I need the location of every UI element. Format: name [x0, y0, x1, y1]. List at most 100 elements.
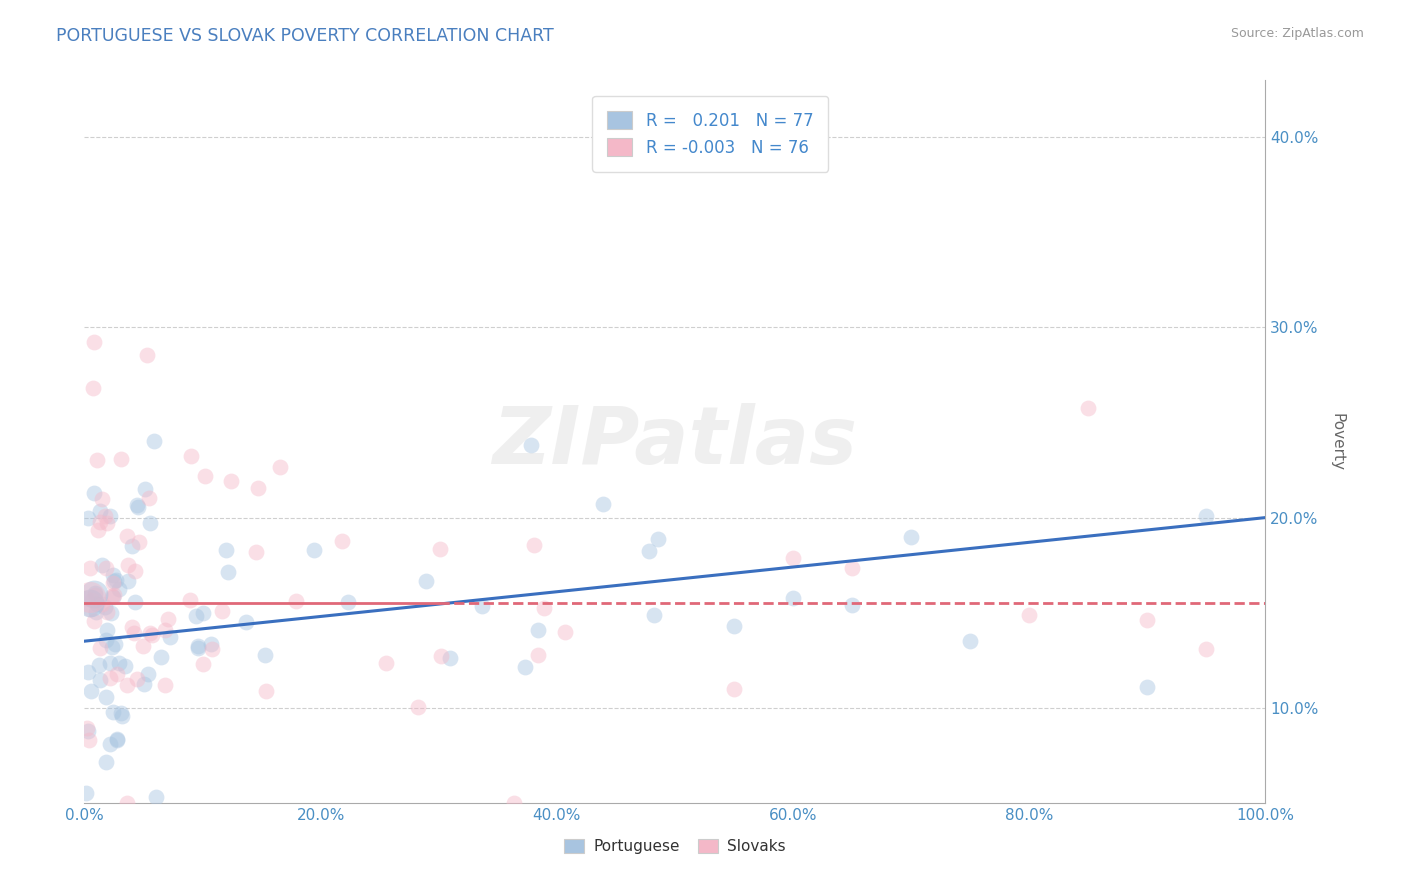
Point [89, 673, 111, 687]
Point [153, 678, 176, 692]
Point [83, 614, 105, 628]
Point [101, 589, 124, 603]
Point [91, 558, 114, 572]
Text: Source: ZipAtlas.com: Source: ZipAtlas.com [1230, 27, 1364, 40]
Point [100, 640, 122, 654]
Point [782, 591, 804, 605]
Point [513, 660, 536, 674]
Point [187, 639, 209, 653]
Point [89, 504, 111, 518]
Point [105, 573, 128, 587]
Point [83, 587, 105, 601]
Point [374, 657, 396, 671]
Point [77, 732, 100, 747]
Point [86, 598, 108, 612]
Point [82, 381, 104, 395]
Point [1018, 608, 1040, 623]
Point [96, 632, 118, 647]
Point [179, 593, 201, 607]
Point [782, 551, 804, 566]
Point [533, 601, 555, 615]
Point [134, 676, 156, 690]
Point [96, 756, 118, 770]
Point [83, 335, 105, 350]
Point [79, 560, 101, 574]
Point [638, 544, 661, 558]
Point [211, 604, 233, 618]
Point [302, 543, 325, 558]
Text: ZIPatlas: ZIPatlas [492, 402, 858, 481]
Point [108, 656, 131, 670]
Point [471, 599, 494, 613]
Point [1077, 401, 1099, 415]
Point [103, 574, 125, 588]
Point [429, 541, 451, 556]
Point [128, 535, 150, 549]
Point [136, 348, 159, 362]
Point [83, 486, 105, 500]
Point [124, 595, 146, 609]
Point [80, 592, 103, 607]
Point [1195, 509, 1218, 524]
Point [76, 722, 98, 736]
Point [94, 561, 117, 575]
Point [503, 796, 526, 810]
Point [117, 558, 139, 573]
Point [200, 637, 222, 651]
Point [127, 500, 149, 515]
Point [84, 605, 107, 619]
Point [84, 588, 107, 602]
Point [89, 641, 111, 656]
Point [84, 586, 107, 600]
Point [115, 796, 138, 810]
Point [103, 590, 125, 604]
Point [139, 516, 162, 531]
Point [246, 481, 269, 495]
Point [110, 452, 132, 467]
Point [98, 656, 121, 670]
Point [90, 597, 112, 611]
Point [115, 529, 138, 543]
Point [96, 606, 118, 620]
Point [187, 640, 209, 655]
Point [643, 607, 665, 622]
Point [121, 539, 143, 553]
Point [526, 624, 548, 638]
Point [105, 731, 128, 746]
Point [94, 509, 117, 524]
Point [554, 625, 576, 640]
Point [105, 732, 128, 747]
Point [153, 623, 176, 637]
Point [103, 588, 125, 602]
Point [141, 628, 163, 642]
Point [527, 648, 550, 662]
Point [89, 516, 111, 530]
Point [647, 533, 669, 547]
Point [96, 623, 118, 637]
Point [117, 574, 139, 588]
Point [332, 533, 354, 548]
Point [98, 509, 121, 524]
Point [723, 682, 745, 697]
Point [115, 678, 138, 692]
Point [284, 594, 307, 608]
Y-axis label: Poverty: Poverty [1330, 412, 1346, 471]
Point [1136, 680, 1159, 694]
Point [191, 606, 214, 620]
Point [101, 568, 124, 582]
Point [110, 706, 132, 721]
Point [94, 599, 117, 614]
Point [77, 723, 100, 738]
Point [841, 599, 863, 613]
Point [100, 606, 122, 620]
Point [245, 545, 267, 559]
Point [217, 565, 239, 579]
Point [191, 657, 214, 671]
Point [145, 789, 167, 804]
Point [136, 666, 159, 681]
Point [101, 705, 124, 719]
Point [98, 737, 121, 751]
Point [101, 576, 124, 591]
Point [100, 671, 122, 685]
Point [156, 612, 179, 626]
